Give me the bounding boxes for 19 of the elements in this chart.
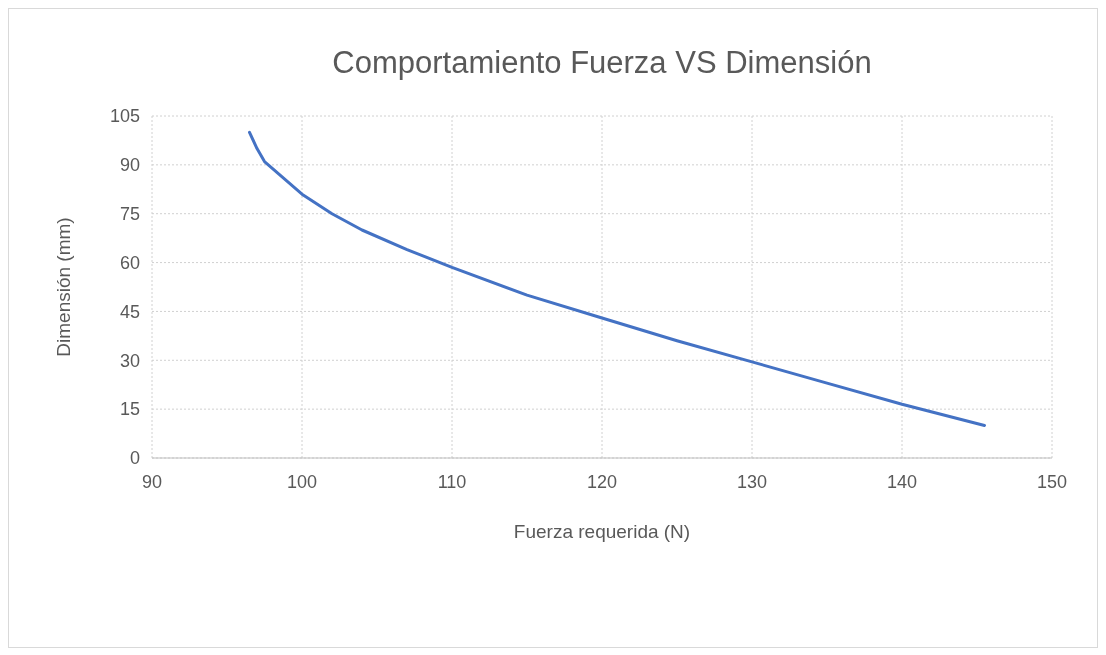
x-axis-title: Fuerza requerida (N)	[513, 521, 691, 542]
x-tick-label: 110	[437, 472, 467, 492]
x-tick-label: 140	[886, 472, 918, 492]
y-tick-label: 60	[119, 252, 140, 273]
y-tick-label: 0	[129, 448, 140, 469]
x-tick-label: 150	[1036, 472, 1068, 492]
y-tick-label: 90	[119, 155, 140, 176]
y-tick-label: 75	[119, 204, 140, 225]
x-tick-label: 90	[141, 472, 163, 492]
x-tick-label: 120	[586, 472, 618, 492]
y-axis-title: Dimensión (mm)	[53, 217, 74, 357]
x-tick-label: 100	[286, 472, 318, 492]
chart-title: Comportamiento Fuerza VS Dimensión	[332, 45, 872, 80]
x-tick-label: 130	[736, 472, 768, 492]
y-tick-label: 105	[109, 106, 140, 127]
y-tick-label: 15	[119, 399, 140, 420]
y-tick-label: 30	[119, 350, 140, 371]
y-tick-label: 45	[119, 301, 140, 322]
line-series	[248, 130, 986, 427]
